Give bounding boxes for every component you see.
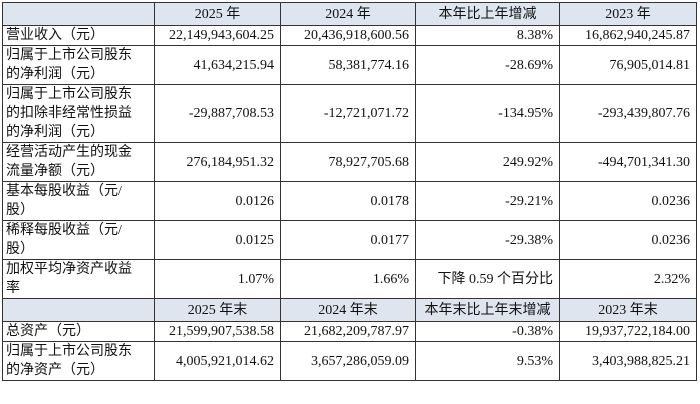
cell: 1.07%: [154, 259, 281, 299]
row-label: 总资产（元）: [2, 321, 155, 342]
data-row: 归属于上市公司股东的扣除非经常性损益的净利润（元） -29,887,708.53-…: [2, 84, 697, 143]
cell: 76,905,014.81: [559, 45, 697, 85]
cell: 0.0236: [559, 181, 697, 221]
cell: 0.0178: [280, 181, 416, 221]
cell: -29.21%: [415, 181, 560, 221]
cell: 78,927,705.68: [280, 142, 416, 182]
cell: -29.38%: [415, 220, 560, 260]
cell: 0.0126: [154, 181, 281, 221]
cell: -494,701,341.30: [559, 142, 697, 182]
cell: 0.0236: [559, 220, 697, 260]
table-body: 2025 年 2024 年本年比上年增减 2023 年营业收入（元） 22,149,9…: [2, 2, 697, 381]
financial-table: 2025 年 2024 年本年比上年增减 2023 年营业收入（元） 22,149,9…: [2, 2, 697, 381]
cell: 58,381,774.16: [280, 45, 416, 85]
row-label: 基本每股收益（元/股）: [2, 181, 155, 221]
cell: 16,862,940,245.87: [559, 25, 697, 46]
header-cell: 2025 年: [154, 2, 281, 26]
row-label: 归属于上市公司股东的扣除非经常性损益的净利润（元）: [2, 84, 155, 143]
cell: 249.92%: [415, 142, 560, 182]
header-cell: 2023 年: [559, 2, 697, 26]
cell: -28.69%: [415, 45, 560, 85]
cell: 21,599,907,538.58: [154, 321, 281, 342]
data-row: 归属于上市公司股东的净资产（元） 4,005,921,014.62 3,657,28…: [2, 341, 697, 381]
data-row: 经营活动产生的现金流量净额（元） 276,184,951.32 78,927,705…: [2, 142, 697, 182]
cell: 276,184,951.32: [154, 142, 281, 182]
cell: 20,436,918,600.56: [280, 25, 416, 46]
cell: 9.53%: [415, 341, 560, 381]
cell: 8.38%: [415, 25, 560, 46]
cell: 1.66%: [280, 259, 416, 299]
data-row: 营业收入（元） 22,149,943,604.25 20,436,918,600.5…: [2, 25, 697, 46]
data-row: 归属于上市公司股东的净利润（元） 41,634,215.94 58,381,774.…: [2, 45, 697, 85]
header-cell: 2023 年末: [559, 298, 697, 322]
header-cell: [2, 298, 155, 322]
cell: 3,657,286,059.09: [280, 341, 416, 381]
data-row: 稀释每股收益（元/股） 0.0125 0.0177 -29.38% 0.0236: [2, 220, 697, 260]
cell: 21,682,209,787.97: [280, 321, 416, 342]
data-row: 加权平均净资产收益率 1.07% 1.66% 下降 0.59 个百分比 2.32%: [2, 259, 697, 299]
header-cell: [2, 2, 155, 26]
row-label: 稀释每股收益（元/股）: [2, 220, 155, 260]
row-label: 归属于上市公司股东的净资产（元）: [2, 341, 155, 381]
cell: 0.0125: [154, 220, 281, 260]
row-label: 归属于上市公司股东的净利润（元）: [2, 45, 155, 85]
cell: -0.38%: [415, 321, 560, 342]
header-row: 2025 年 2024 年本年比上年增减 2023 年: [2, 2, 697, 26]
cell: 19,937,722,184.00: [559, 321, 697, 342]
cell: 41,634,215.94: [154, 45, 281, 85]
header-cell: 本年末比上年末增减: [415, 298, 560, 322]
cell: -134.95%: [415, 84, 560, 143]
data-row: 总资产（元） 21,599,907,538.58 21,682,209,787.97…: [2, 321, 697, 342]
cell: -12,721,071.72: [280, 84, 416, 143]
cell: 3,403,988,825.21: [559, 341, 697, 381]
cell: -29,887,708.53: [154, 84, 281, 143]
cell: 0.0177: [280, 220, 416, 260]
header-cell: 2025 年末: [154, 298, 281, 322]
data-row: 基本每股收益（元/股） 0.0126 0.0178 -29.21% 0.0236: [2, 181, 697, 221]
row-label: 加权平均净资产收益率: [2, 259, 155, 299]
header-cell: 2024 年末: [280, 298, 416, 322]
row-label: 经营活动产生的现金流量净额（元）: [2, 142, 155, 182]
row-label: 营业收入（元）: [2, 25, 155, 46]
cell: 下降 0.59 个百分比: [415, 259, 560, 299]
header-cell: 2024 年: [280, 2, 416, 26]
cell: 22,149,943,604.25: [154, 25, 281, 46]
header-row: 2025 年末 2024 年末 本年末比上年末增减 2023 年末: [2, 298, 697, 322]
cell: 4,005,921,014.62: [154, 341, 281, 381]
cell: -293,439,807.76: [559, 84, 697, 143]
header-cell: 本年比上年增减: [415, 2, 560, 26]
cell: 2.32%: [559, 259, 697, 299]
